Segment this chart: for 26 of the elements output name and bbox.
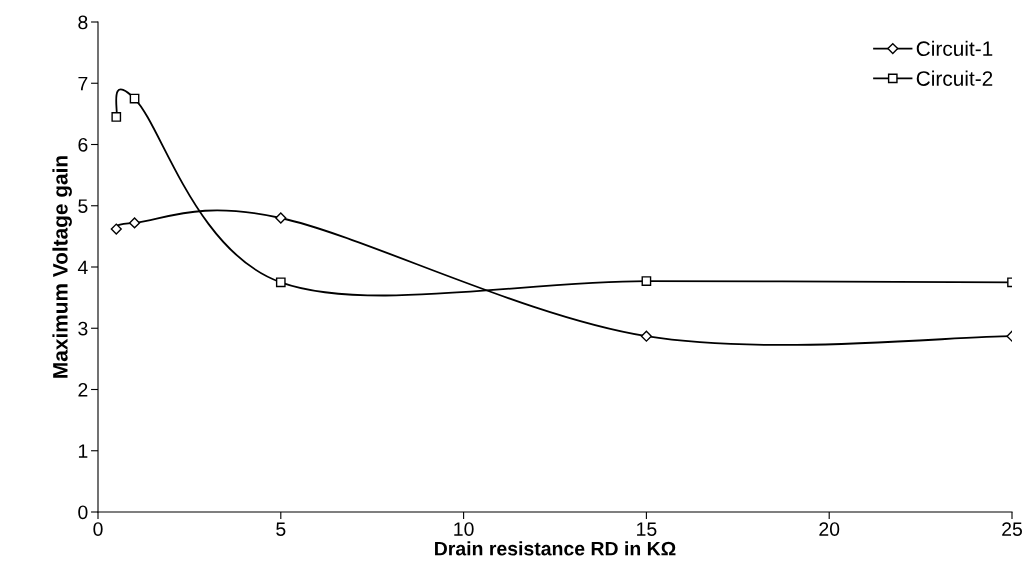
x-axis-title: Drain resistance RD in KΩ: [435, 541, 676, 556]
point: [275, 212, 287, 224]
x-tick-label: 5: [276, 522, 286, 536]
point: [641, 276, 652, 286]
y-tick-label: 3: [78, 321, 88, 336]
y-tick-label: 8: [78, 15, 88, 30]
point: [110, 223, 122, 235]
point: [275, 277, 286, 288]
legend-label: Circuit-2: [916, 70, 993, 86]
y-tick-label: 5: [78, 199, 88, 213]
y-tick-label: 7: [78, 76, 88, 91]
y-tick-label: 6: [78, 137, 88, 152]
point: [111, 112, 122, 122]
y-tick-label: 0: [78, 505, 88, 520]
point: [640, 330, 653, 342]
y-tick-label: 4: [77, 260, 88, 275]
x-tick-label: 0: [93, 522, 103, 536]
x-tick-label: 25: [1002, 522, 1022, 536]
y-tick-label: 2: [78, 382, 88, 397]
x-tick-label: 20: [819, 522, 840, 536]
y-tick-label: 1: [78, 444, 88, 458]
x-tick-label: 10: [454, 522, 474, 536]
x-tick-label: 15: [637, 522, 657, 536]
point: [128, 217, 141, 229]
y-axis-title: Maximum Voltage gain: [52, 156, 72, 378]
legend-label: Circuit-1: [916, 40, 993, 57]
